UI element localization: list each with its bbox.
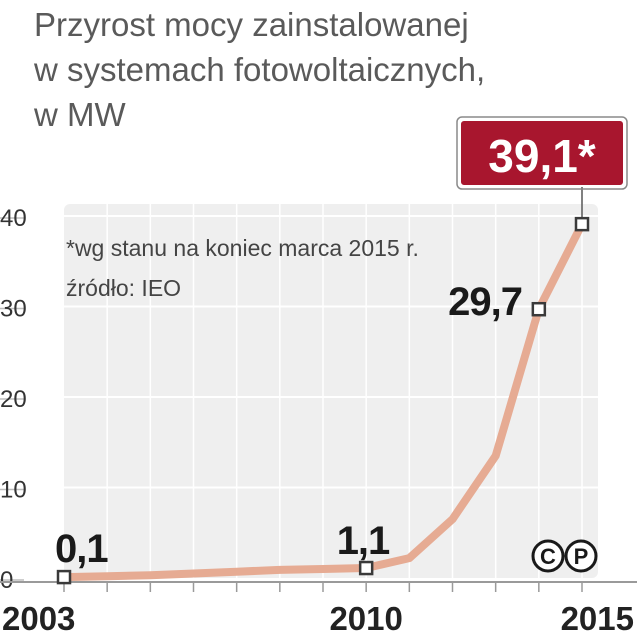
copyright-mark: C (540, 544, 556, 569)
data-label: 39,1* (488, 130, 596, 182)
data-label: 29,7 (448, 280, 522, 324)
y-tick-label: 0 (0, 567, 13, 594)
y-tick-label: 30 (0, 296, 27, 323)
data-point-marker (574, 216, 590, 232)
chart-title-line: Przyrost mocy zainstalowanej (34, 6, 469, 43)
highlight-badge-border (456, 116, 628, 190)
y-tick-label: 10 (0, 477, 27, 504)
chart-title-line: w systemach fotowoltaicznych, (34, 51, 486, 88)
highlight-badge (459, 119, 625, 187)
copyright-circle (564, 539, 598, 573)
footnote-line: *wg stanu na koniec marca 2015 r. (66, 235, 419, 261)
x-tick-label: 2010 (329, 600, 402, 637)
data-label: 0,1 (55, 527, 108, 571)
chart-footnote: *wg stanu na koniec marca 2015 r. źródło… (66, 228, 419, 308)
data-point-marker (358, 560, 374, 576)
y-tick-label: 20 (0, 386, 27, 413)
footnote-line: źródło: IEO (66, 275, 182, 301)
copyright-circle (531, 539, 565, 573)
data-point-marker (531, 301, 547, 317)
x-tick-label: 2003 (2, 600, 75, 637)
copyright-mark: P (574, 544, 589, 569)
y-tick-label: 40 (0, 205, 27, 232)
plot-area (64, 204, 598, 578)
chart-title-line: w MW (34, 96, 126, 133)
x-tick-label: 2015 (561, 600, 634, 637)
series-line (60, 220, 586, 582)
chart-title: Przyrost mocy zainstalowanej w systemach… (34, 2, 485, 137)
data-label: 1,1 (337, 519, 390, 563)
data-point-marker (56, 569, 72, 585)
